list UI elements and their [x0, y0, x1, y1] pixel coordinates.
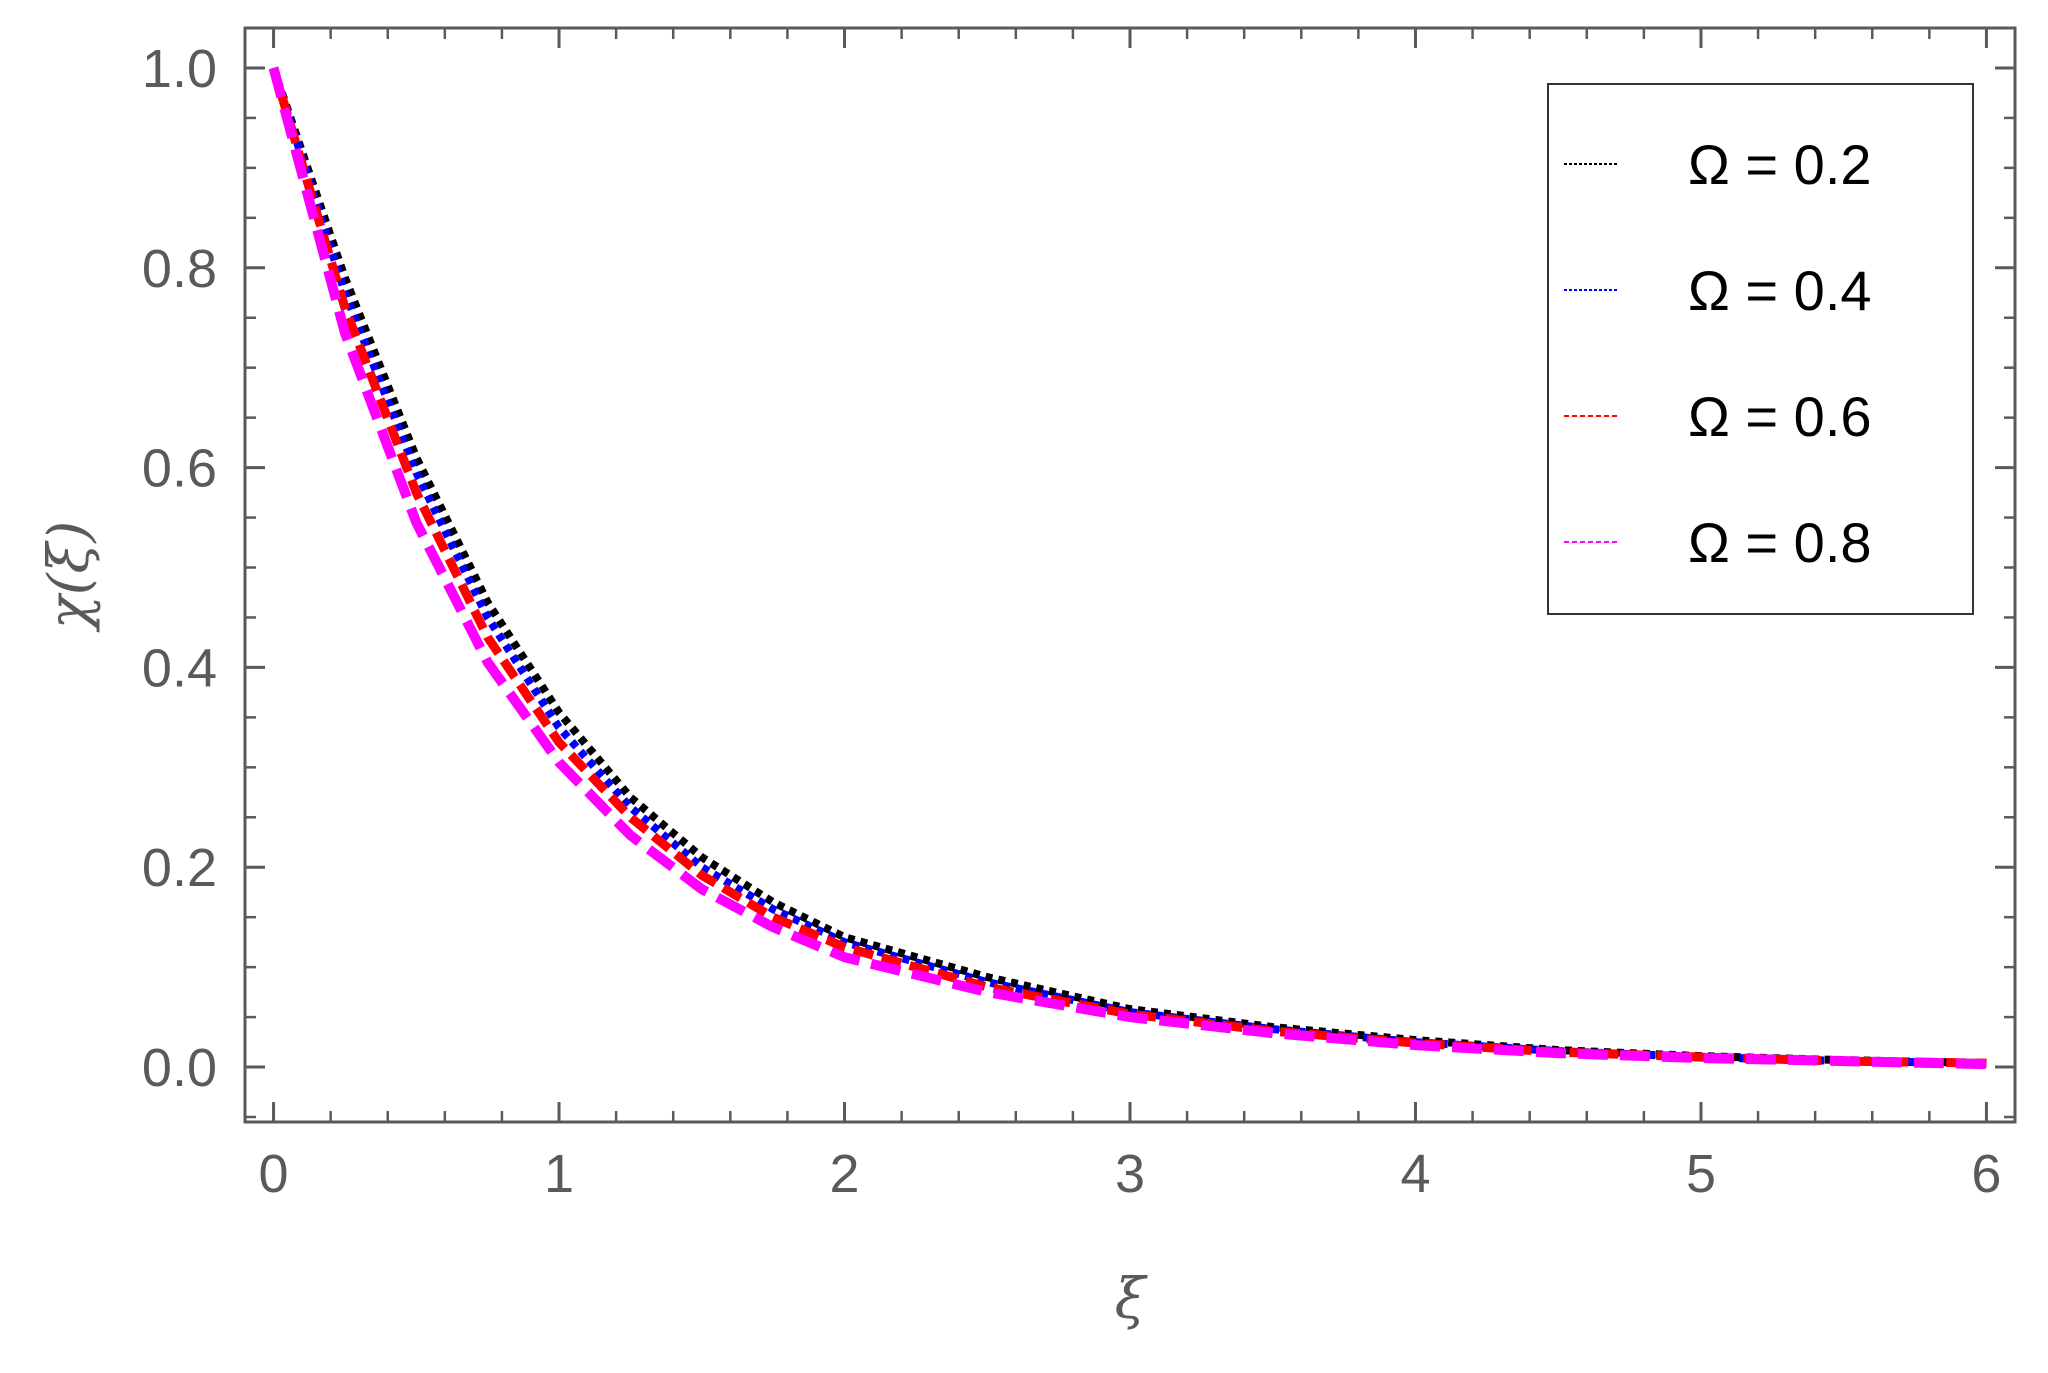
legend-label: Ω = 0.6 — [1688, 385, 1872, 448]
x-tick-label: 2 — [829, 1144, 859, 1204]
minor-ticks — [245, 28, 2015, 1122]
y-tick-label: 0.8 — [142, 239, 217, 299]
tick-labels: 0 1 2 3 4 5 6 0.0 0.2 0.4 0.6 0.8 1.0 — [142, 39, 2002, 1204]
y-tick-label: 0.4 — [142, 638, 217, 698]
x-tick-label: 3 — [1115, 1144, 1145, 1204]
y-tick-label: 0.2 — [142, 838, 217, 898]
x-tick-label: 6 — [1971, 1144, 2001, 1204]
legend-label: Ω = 0.2 — [1688, 133, 1872, 196]
x-tick-label: 5 — [1686, 1144, 1716, 1204]
series-group — [268, 66, 1987, 1070]
y-tick-label: 0.6 — [142, 439, 217, 499]
series-line-2 — [269, 66, 1987, 1068]
legend-label: Ω = 0.8 — [1688, 511, 1872, 574]
x-axis-title: ξ — [1115, 1267, 1149, 1332]
y-axis-title: χ(ξ) — [37, 521, 102, 633]
y-tick-label: 1.0 — [142, 39, 217, 99]
legend-box — [1547, 83, 1974, 615]
x-tick-label: 4 — [1400, 1144, 1430, 1204]
x-tick-label: 1 — [544, 1144, 574, 1204]
series-line-4 — [268, 66, 1987, 1070]
legend-label: Ω = 0.4 — [1688, 259, 1872, 322]
x-tick-label: 0 — [259, 1144, 289, 1204]
y-tick-label: 0.0 — [142, 1038, 217, 1098]
major-ticks — [245, 28, 2015, 1122]
legend: Ω = 0.2 Ω = 0.4 Ω = 0.6 Ω = 0.8 — [1547, 83, 1974, 615]
